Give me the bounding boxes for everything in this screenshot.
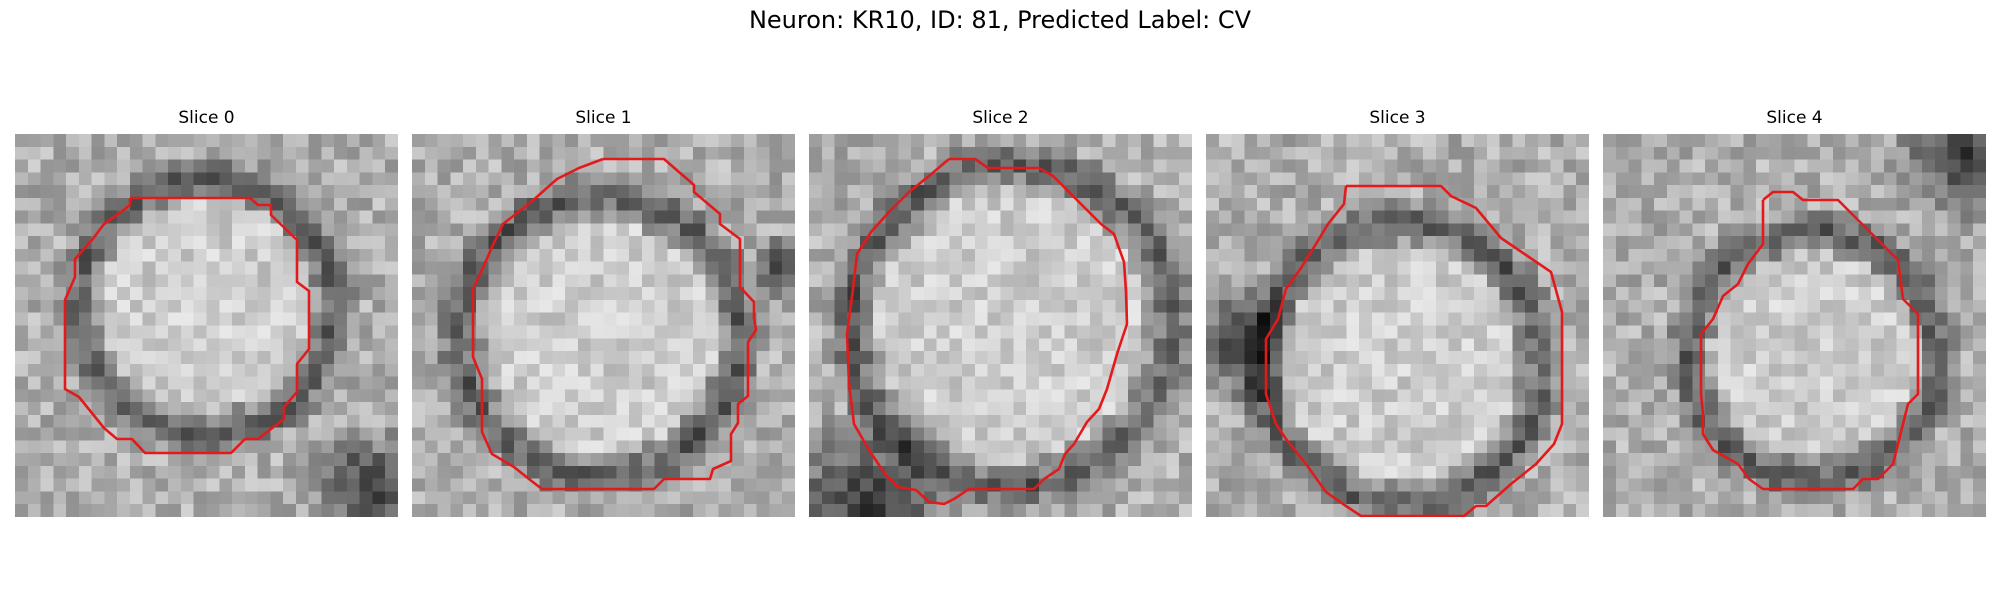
panel-title-slice-3: Slice 3 [1369, 108, 1426, 128]
segmentation-contour [471, 157, 758, 491]
slice-3-image [1206, 134, 1589, 517]
contour-overlay [63, 196, 311, 455]
slice-1-image [412, 134, 795, 517]
figure-title: Neuron: KR10, ID: 81, Predicted Label: C… [748, 6, 1252, 34]
grayscale-image [1206, 134, 1589, 517]
contour-overlay [471, 157, 758, 491]
contour-overlay [845, 157, 1129, 506]
contour-overlay [1264, 184, 1564, 517]
grayscale-image [809, 134, 1192, 517]
panel-title-slice-4: Slice 4 [1766, 108, 1823, 128]
grayscale-image [1603, 134, 1986, 517]
panel-title-slice-0: Slice 0 [178, 108, 235, 128]
slice-2-image [809, 134, 1192, 517]
contour-overlay [1699, 190, 1920, 491]
segmentation-contour [1264, 184, 1564, 517]
segmentation-contour [1699, 190, 1920, 491]
slice-0-image [15, 134, 398, 517]
slice-4-image [1603, 134, 1986, 517]
panel-title-slice-2: Slice 2 [972, 108, 1029, 128]
panel-title-slice-1: Slice 1 [575, 108, 632, 128]
segmentation-contour [63, 196, 311, 455]
segmentation-contour [845, 157, 1129, 506]
